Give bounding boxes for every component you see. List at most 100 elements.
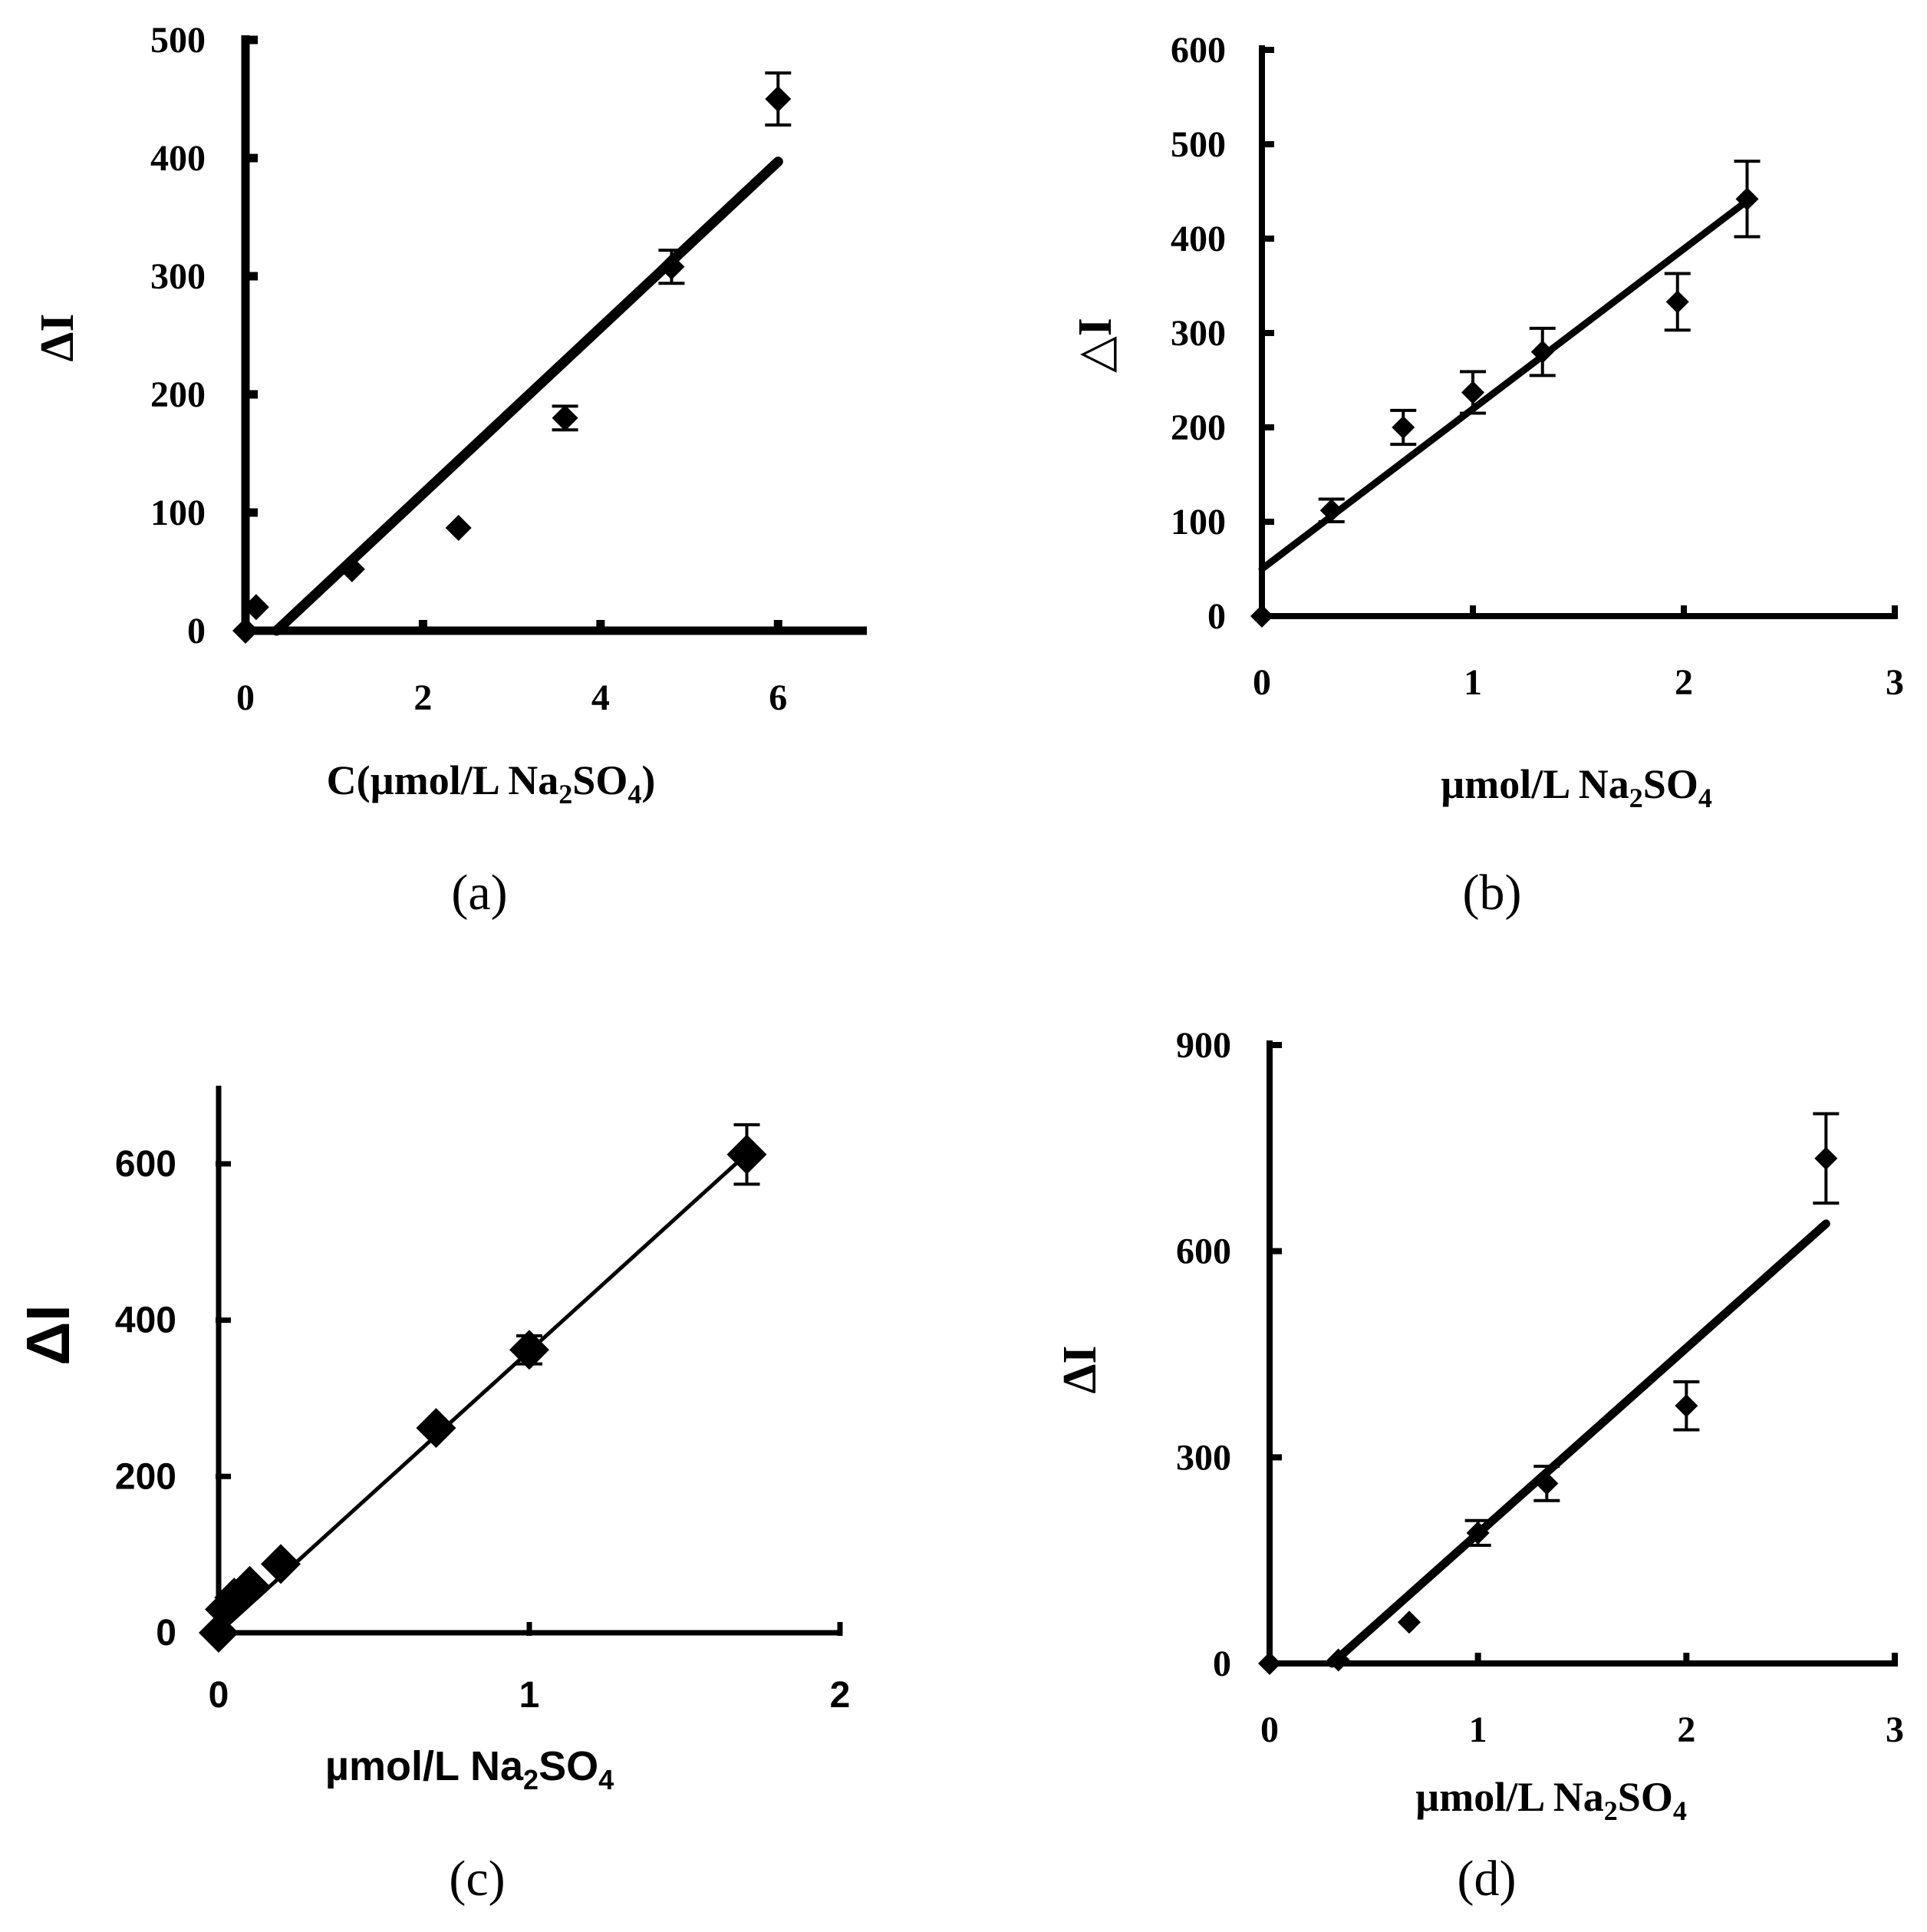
y-tick-label: 400 <box>1171 219 1226 259</box>
data-point <box>445 515 472 542</box>
x-tick-label: 2 <box>413 678 432 718</box>
y-tick-label: 0 <box>187 611 206 651</box>
x-tick-label: 1 <box>519 1675 540 1716</box>
y-tick-label: 100 <box>150 493 206 533</box>
x-tick-label: 2 <box>1675 662 1693 703</box>
y-tick-label: 200 <box>1171 407 1226 448</box>
x-tick-label: 0 <box>1260 1709 1279 1750</box>
x-axis-title: µmol/L Na2SO4 <box>1415 1774 1687 1826</box>
y-tick-label: 300 <box>1176 1437 1231 1478</box>
x-tick-label: 0 <box>1253 662 1271 703</box>
x-axis-title: µmol/L Na2SO4 <box>325 1743 614 1795</box>
y-tick-label: 600 <box>115 1144 176 1185</box>
y-axis-title: △I <box>1069 318 1122 373</box>
data-point <box>1530 340 1554 364</box>
panel-label: (d) <box>1458 1851 1517 1907</box>
data-point <box>1665 290 1689 314</box>
y-tick-label: 300 <box>1171 313 1226 354</box>
y-tick-label: 300 <box>150 256 206 297</box>
x-axis-title-mid: SO <box>1643 761 1698 807</box>
y-tick-label: 400 <box>150 138 206 179</box>
y-axis-title: ΔI <box>31 314 84 362</box>
data-point <box>1319 499 1343 523</box>
x-axis-title-sub2: 4 <box>1673 1795 1687 1826</box>
x-axis-title-sub1: 2 <box>523 1764 539 1795</box>
y-tick-label: 200 <box>115 1456 176 1497</box>
x-axis-title-prefix: µmol/L Na <box>1441 761 1629 807</box>
x-axis-title-prefix: µmol/L Na <box>325 1743 524 1789</box>
data-point <box>1398 1611 1421 1634</box>
x-tick-label: 0 <box>236 678 255 718</box>
y-tick-label: 200 <box>150 374 206 415</box>
data-point <box>658 253 685 280</box>
y-tick-label: 500 <box>150 20 206 61</box>
y-tick-label: 400 <box>115 1301 176 1341</box>
data-point <box>242 594 269 621</box>
x-axis-title-sub1: 2 <box>1629 783 1643 813</box>
fit-line <box>1258 197 1751 572</box>
data-point <box>1535 1472 1559 1495</box>
data-point <box>765 86 792 112</box>
data-point <box>416 1408 456 1449</box>
data-point <box>338 556 365 582</box>
y-tick-label: 0 <box>1207 596 1226 637</box>
x-tick-label: 6 <box>769 678 787 718</box>
x-axis-title-sub1: 2 <box>1604 1795 1618 1826</box>
data-point <box>726 1134 767 1175</box>
x-axis-title: C(µmol/L Na2SO4) <box>327 757 656 809</box>
data-point <box>229 1565 270 1606</box>
x-tick-label: 3 <box>1886 1709 1904 1750</box>
data-point <box>1735 187 1759 211</box>
data-point <box>1466 1521 1490 1545</box>
data-point <box>1814 1146 1838 1170</box>
fit-line <box>1328 1219 1830 1668</box>
data-point <box>1392 416 1415 439</box>
y-tick-label: 0 <box>1213 1644 1231 1684</box>
data-point <box>1250 605 1273 628</box>
y-tick-label: 900 <box>1176 1025 1231 1066</box>
x-tick-label: 1 <box>1464 662 1482 703</box>
x-axis-title-prefix: C(µmol/L Na <box>327 757 559 803</box>
x-axis-title-sub1: 2 <box>558 779 572 809</box>
x-tick-label: 0 <box>209 1675 229 1716</box>
data-point <box>552 404 578 431</box>
x-axis-title: µmol/L Na2SO4 <box>1441 761 1712 813</box>
data-point <box>232 618 259 644</box>
data-point <box>1461 381 1484 404</box>
x-axis-title-sub2: 4 <box>1698 783 1712 813</box>
y-axis-title: ΔI <box>1054 1346 1106 1394</box>
y-tick-label: 500 <box>1171 124 1226 165</box>
x-axis-title-mid: SO <box>539 1743 598 1789</box>
x-axis-title-sub2: 4 <box>598 1764 614 1795</box>
data-point <box>509 1330 549 1370</box>
y-axis-title: ΔI <box>14 1304 82 1366</box>
panel-label: (a) <box>451 865 507 921</box>
data-point <box>1326 1648 1350 1672</box>
x-axis-title-suffix: ) <box>641 757 655 803</box>
x-axis-title-mid: SO <box>572 757 628 803</box>
fit-line <box>272 157 783 636</box>
x-axis-title-sub2: 4 <box>628 779 641 809</box>
y-tick-label: 600 <box>1176 1231 1231 1272</box>
x-tick-label: 1 <box>1469 1709 1487 1750</box>
x-axis-title-mid: SO <box>1618 1774 1673 1820</box>
fit-line <box>216 1146 756 1635</box>
data-point <box>261 1544 301 1584</box>
x-tick-label: 4 <box>591 678 610 718</box>
y-tick-label: 600 <box>1171 30 1226 71</box>
x-tick-label: 2 <box>1677 1709 1695 1750</box>
y-tick-label: 100 <box>1171 502 1226 542</box>
x-tick-label: 2 <box>830 1675 851 1716</box>
panel-label: (c) <box>449 1851 505 1907</box>
x-tick-label: 3 <box>1886 662 1904 703</box>
panel-label: (b) <box>1463 865 1522 921</box>
data-point <box>1675 1394 1698 1418</box>
data-point <box>1258 1652 1281 1675</box>
x-axis-title-prefix: µmol/L Na <box>1415 1774 1604 1820</box>
y-tick-label: 0 <box>156 1613 176 1653</box>
